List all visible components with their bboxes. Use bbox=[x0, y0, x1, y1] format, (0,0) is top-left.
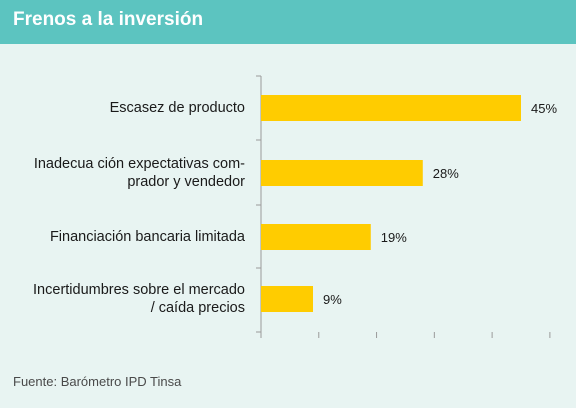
bar bbox=[261, 160, 423, 186]
data-label: 19% bbox=[381, 230, 407, 245]
category-label-line: Escasez de producto bbox=[109, 100, 245, 116]
category-label-line: Inadecua ción expectativas com- bbox=[33, 156, 245, 172]
category-label: Inadecua ción expectativas com-prador y … bbox=[34, 155, 245, 191]
category-label-line: Incertidumbres sobre el mercado bbox=[33, 282, 245, 298]
category-label: Financiación bancaria limitada bbox=[50, 228, 245, 246]
data-label: 28% bbox=[433, 166, 459, 181]
data-label: 45% bbox=[531, 101, 557, 116]
category-label: Escasez de producto bbox=[110, 99, 245, 117]
title-bar: Frenos a la inversión bbox=[0, 0, 576, 44]
page-title: Frenos a la inversión bbox=[13, 9, 204, 30]
bar bbox=[261, 286, 313, 312]
category-label-line: prador y vendedor bbox=[127, 174, 245, 190]
bar bbox=[261, 95, 521, 121]
category-label: Incertidumbres sobre el mercado / caída p… bbox=[33, 281, 245, 317]
category-label-line: Financiación bancaria limitada bbox=[49, 229, 245, 245]
category-label-line: / caída precios bbox=[150, 300, 245, 316]
bar bbox=[261, 224, 371, 250]
source-note: Fuente: Barómetro IPD Tinsa bbox=[13, 374, 182, 389]
data-label: 9% bbox=[323, 292, 342, 307]
